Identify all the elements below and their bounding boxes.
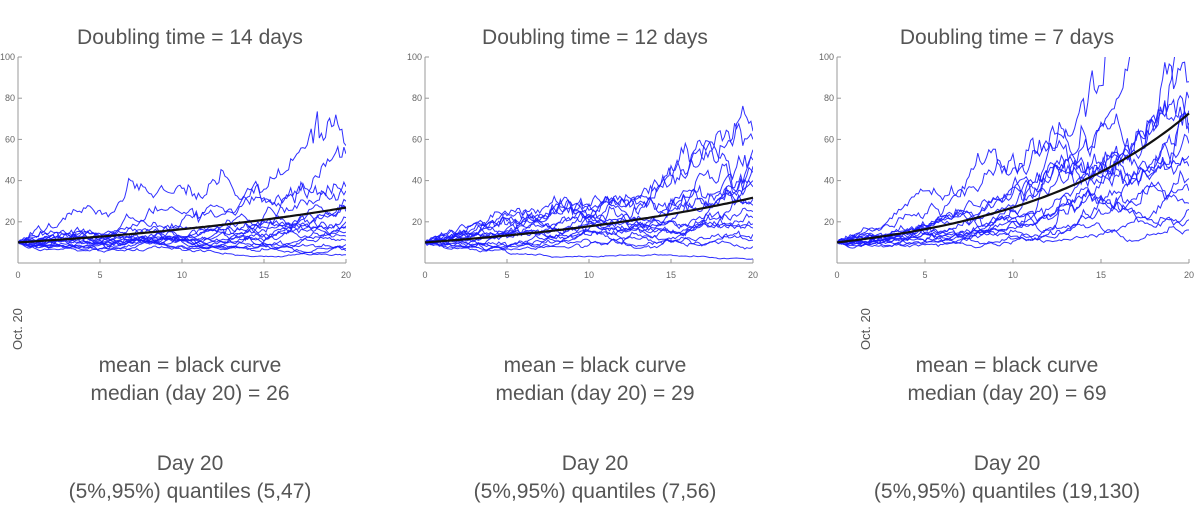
mean-label: mean = black curve bbox=[98, 354, 282, 377]
simulation-path bbox=[425, 221, 753, 246]
stats-block: mean = black curve median (day 20) = 69 bbox=[815, 352, 1199, 408]
x-tick-label: 15 bbox=[259, 270, 269, 280]
chart-panel-2: Doubling time = 12 days 20 40 60 80 100 0 5 10 1… bbox=[405, 0, 785, 508]
simulation-path bbox=[837, 94, 1189, 245]
simulation-path bbox=[837, 181, 1189, 246]
x-axis-label: Oct. 20 bbox=[858, 308, 873, 350]
x-tick-label: 5 bbox=[504, 270, 509, 280]
simulation-path bbox=[425, 239, 753, 260]
simulation-path bbox=[18, 230, 346, 254]
simulation-path bbox=[837, 195, 1189, 249]
x-axis-label: Oct. 20 bbox=[10, 308, 25, 350]
y-tick-label: 80 bbox=[824, 93, 834, 103]
x-tick-label: 10 bbox=[177, 270, 187, 280]
mean-curve bbox=[424, 196, 754, 244]
x-tick-label: 5 bbox=[97, 270, 102, 280]
simulation-path bbox=[837, 113, 1189, 243]
x-tick-label: 10 bbox=[584, 270, 594, 280]
quantile-block: Day 20 (5%,95%) quantiles (5,47) bbox=[0, 450, 380, 506]
simulation-path bbox=[837, 142, 1189, 245]
y-tick-label: 60 bbox=[412, 134, 422, 144]
chart-title: Doubling time = 12 days bbox=[482, 26, 708, 49]
quantile-label: (5%,95%) quantiles (19,130) bbox=[873, 480, 1141, 503]
y-tick-label: 80 bbox=[5, 93, 15, 103]
x-tick-label: 10 bbox=[1008, 270, 1018, 280]
y-tick-label: 60 bbox=[824, 134, 834, 144]
line-plot: 20 40 60 80 100 0 5 10 15 20 bbox=[0, 52, 351, 280]
y-tick-label: 40 bbox=[824, 176, 834, 186]
chart-title: Doubling time = 7 days bbox=[899, 26, 1115, 49]
simulation-path bbox=[425, 196, 753, 249]
simulation-path bbox=[425, 229, 753, 251]
simulation-paths bbox=[18, 111, 346, 258]
y-tick-label: 40 bbox=[412, 176, 422, 186]
stats-block: mean = black curve median (day 20) = 29 bbox=[405, 352, 785, 408]
x-tick-label: 20 bbox=[1184, 270, 1194, 280]
day-label: Day 20 bbox=[973, 452, 1041, 475]
simulation-path bbox=[18, 231, 346, 257]
x-tick-label: 20 bbox=[748, 270, 758, 280]
mean-curve bbox=[836, 112, 1190, 244]
simulation-paths bbox=[425, 105, 753, 260]
x-tick-label: 0 bbox=[834, 270, 839, 280]
simulation-path bbox=[18, 229, 346, 251]
y-tick-label: 20 bbox=[5, 217, 15, 227]
simulation-path bbox=[425, 203, 753, 243]
y-tick-label: 20 bbox=[412, 217, 422, 227]
simulation-path bbox=[425, 105, 753, 243]
y-tick-label: 100 bbox=[407, 52, 422, 62]
simulation-path bbox=[425, 236, 753, 253]
mean-curve bbox=[17, 206, 347, 244]
simulation-path bbox=[18, 168, 346, 243]
simulation-path bbox=[18, 237, 346, 258]
x-tick-label: 15 bbox=[666, 270, 676, 280]
x-tick-label: 20 bbox=[341, 270, 351, 280]
quantile-block: Day 20 (5%,95%) quantiles (19,130) bbox=[815, 450, 1199, 506]
quantile-label: (5%,95%) quantiles (5,47) bbox=[68, 480, 312, 503]
y-tick-label: 100 bbox=[819, 52, 834, 62]
simulation-path bbox=[837, 155, 1189, 246]
simulation-path bbox=[837, 57, 1106, 243]
stats-block: mean = black curve median (day 20) = 26 bbox=[0, 352, 380, 408]
x-tick-label: 5 bbox=[922, 270, 927, 280]
chart-panel-1: Doubling time = 14 days 20 40 60 80 100 0 5 10 1… bbox=[0, 0, 380, 508]
mean-label: mean = black curve bbox=[503, 354, 687, 377]
y-tick-label: 80 bbox=[412, 93, 422, 103]
quantile-label: (5%,95%) quantiles (7,56) bbox=[473, 480, 717, 503]
line-plot: 20 40 60 80 100 0 5 10 15 20 bbox=[407, 52, 758, 280]
line-plot: 20 40 60 80 100 0 5 10 15 20 bbox=[819, 52, 1194, 280]
median-label: median (day 20) = 29 bbox=[495, 382, 695, 405]
chart-title: Doubling time = 14 days bbox=[77, 26, 303, 49]
chart-panel-3: Doubling time = 7 days 20 40 60 80 100 0 5 10 15… bbox=[815, 0, 1199, 508]
y-tick-label: 20 bbox=[824, 217, 834, 227]
simulation-path bbox=[837, 169, 1189, 249]
y-tick-label: 40 bbox=[5, 176, 15, 186]
x-tick-label: 0 bbox=[422, 270, 427, 280]
simulation-path bbox=[425, 218, 753, 251]
day-label: Day 20 bbox=[561, 452, 629, 475]
x-tick-label: 0 bbox=[15, 270, 20, 280]
day-label: Day 20 bbox=[156, 452, 224, 475]
simulation-path bbox=[837, 226, 1189, 245]
simulation-path bbox=[18, 229, 346, 248]
simulation-path bbox=[425, 140, 753, 243]
y-tick-label: 60 bbox=[5, 134, 15, 144]
quantile-block: Day 20 (5%,95%) quantiles (7,56) bbox=[405, 450, 785, 506]
simulation-paths bbox=[837, 57, 1189, 249]
mean-label: mean = black curve bbox=[915, 354, 1099, 377]
y-tick-label: 100 bbox=[0, 52, 15, 62]
median-label: median (day 20) = 26 bbox=[90, 382, 290, 405]
median-label: median (day 20) = 69 bbox=[907, 382, 1107, 405]
x-tick-label: 15 bbox=[1096, 270, 1106, 280]
simulation-path bbox=[837, 57, 1176, 246]
simulation-path bbox=[425, 200, 753, 245]
